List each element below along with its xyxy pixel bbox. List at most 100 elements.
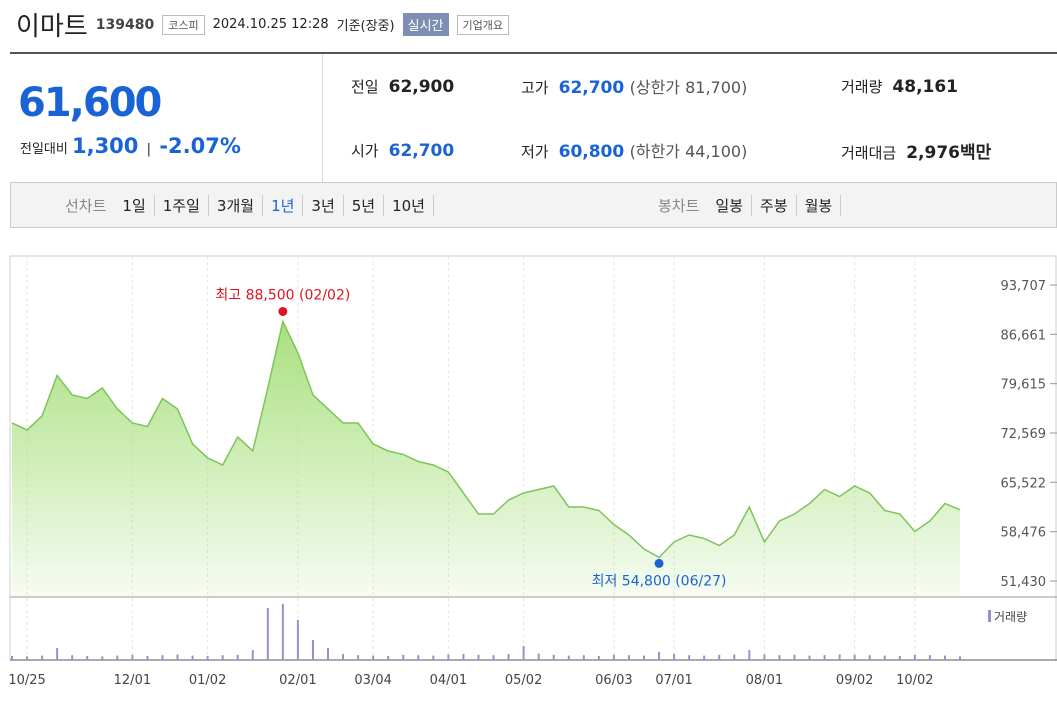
market: 코스피 xyxy=(162,14,205,35)
volume-bar xyxy=(643,655,645,660)
stat-value: 60,800 xyxy=(558,142,625,162)
volume-bar xyxy=(522,646,525,660)
y-tick-label: 72,569 xyxy=(1001,427,1047,442)
stat-sub: (하한가 44,100) xyxy=(629,142,748,161)
volume-bar xyxy=(627,655,630,660)
volume-bar xyxy=(838,654,841,660)
tab[interactable]: 5년 xyxy=(344,194,385,216)
volume-bar xyxy=(11,656,13,660)
volume-bar xyxy=(387,656,390,660)
volume-bar xyxy=(206,656,209,660)
legend-swatch xyxy=(988,610,991,622)
volume-bar xyxy=(101,656,104,660)
volume-bar xyxy=(823,655,826,660)
info: 61,600 전일대비 1,300 | -2.07% 전일 62,900 고가 62,… xyxy=(10,52,1057,183)
y-tick-label: 65,522 xyxy=(1001,476,1047,491)
stat: 저가 60,800 (하한가 44,100) xyxy=(521,138,841,162)
volume-bar xyxy=(432,655,435,660)
volume-bar xyxy=(462,654,465,660)
volume-bar xyxy=(191,655,194,660)
change-pct: -2.07% xyxy=(159,134,241,158)
price-line xyxy=(11,319,961,559)
x-tick-label: 02/01 xyxy=(279,673,316,688)
area xyxy=(12,321,960,597)
stat-value: 2,976 xyxy=(906,142,960,163)
datetime: 2024.10.25 12:28 xyxy=(212,17,329,32)
x-tick-label: 04/01 xyxy=(430,673,467,688)
volume-bar xyxy=(688,655,691,660)
tab[interactable]: 1년 xyxy=(263,194,304,216)
volume-bar xyxy=(582,655,585,660)
overview[interactable]: 기업개요 xyxy=(456,14,509,35)
stat-label: 전일 xyxy=(351,77,379,96)
volume-bar xyxy=(612,654,615,660)
stats: 전일 62,900 고가 62,700 (상한가 81,700) 거래량 48,161 시가… xyxy=(322,54,1057,182)
realtime[interactable]: 실시간 xyxy=(402,13,449,36)
x-tick-label: 12/01 xyxy=(114,673,151,688)
x-tick-label: 05/02 xyxy=(505,673,542,688)
stat-label: 저가 xyxy=(521,143,549,161)
volume-bar xyxy=(507,654,510,660)
tab[interactable]: 3개월 xyxy=(209,194,264,216)
volume-bar xyxy=(176,654,179,660)
basis: 기준(장중) xyxy=(336,19,395,34)
legend-label: 거래량 xyxy=(994,610,1027,624)
stat-sub: (상한가 81,700) xyxy=(629,78,748,97)
y-tick-label: 58,476 xyxy=(1001,526,1047,541)
volume-bar xyxy=(402,654,405,660)
tab[interactable]: 주봉 xyxy=(752,194,797,216)
volume-bar xyxy=(658,652,661,660)
tab[interactable]: 1주일 xyxy=(155,194,209,216)
stat-label: 거래량 xyxy=(841,77,883,96)
y-tick-label: 93,707 xyxy=(1001,279,1047,294)
x-tick-label: 06/03 xyxy=(595,673,632,688)
volume-bar xyxy=(883,655,886,660)
header: 이마트 139480 코스피 2024.10.25 12:28 기준(장중) 실… xyxy=(16,6,509,43)
volume-bar xyxy=(778,655,781,660)
stat-unit: 백만 xyxy=(959,142,992,163)
current-price: 61,600 xyxy=(18,80,162,126)
stat-label: 거래대금 xyxy=(841,143,897,162)
annotation: 최고 88,500 (02/02) xyxy=(215,287,350,303)
volume-bar xyxy=(928,655,931,660)
volume-bar xyxy=(447,654,450,660)
stock-name: 이마트 xyxy=(16,12,88,42)
tab[interactable]: 일봉 xyxy=(707,194,752,216)
tab-group-label: 봉차트 xyxy=(657,196,700,215)
stat-value: 62,700 xyxy=(558,78,625,98)
volume-bar xyxy=(703,655,706,660)
volume-bar xyxy=(131,654,134,660)
volume-bar xyxy=(959,656,961,660)
volume-bar xyxy=(853,654,856,660)
volume-bar xyxy=(296,620,299,660)
x-tick-label: 10/02 xyxy=(896,673,933,688)
volume-bar xyxy=(868,655,871,660)
tab[interactable]: 1일 xyxy=(114,194,155,216)
x-tick-label: 01/02 xyxy=(189,673,226,688)
volume-bar xyxy=(552,654,555,660)
tab[interactable]: 월봉 xyxy=(797,194,842,216)
volume-bar xyxy=(221,655,224,660)
change-label: 전일대비 xyxy=(20,142,68,157)
tab[interactable]: 3년 xyxy=(303,194,344,216)
volume-bar xyxy=(86,656,89,660)
volume-bar xyxy=(492,655,495,660)
volume-bar xyxy=(477,654,480,660)
volume-bar xyxy=(748,650,751,660)
volume-bar xyxy=(281,604,284,660)
tab[interactable]: 10년 xyxy=(384,194,434,216)
volume-bar xyxy=(537,653,540,660)
volume-bar xyxy=(311,640,314,660)
y-tick-label: 51,430 xyxy=(1001,575,1047,590)
stat: 시가 62,700 xyxy=(351,140,521,161)
stat-label: 시가 xyxy=(351,141,379,160)
stat: 거래대금 2,976백만 xyxy=(841,138,1057,163)
volume-bar xyxy=(236,654,239,660)
volume-bar xyxy=(673,654,676,660)
change: 전일대비 1,300 | -2.07% xyxy=(20,134,241,158)
volume-bar xyxy=(597,656,600,660)
volume-bar xyxy=(943,655,946,660)
volume-bar xyxy=(793,654,796,660)
